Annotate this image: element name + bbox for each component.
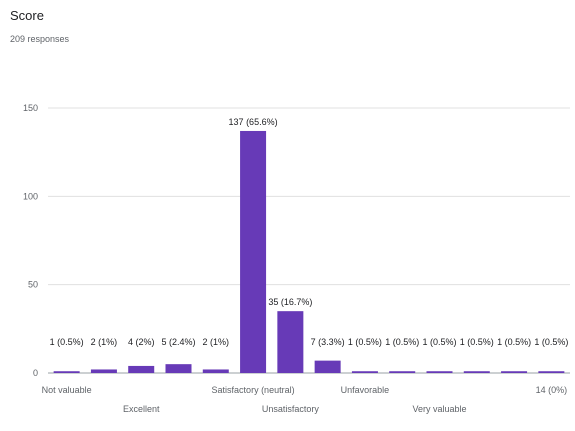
- data-label: 1 (0.5%): [422, 337, 456, 347]
- x-tick-label: Satisfactory (neutral): [212, 385, 295, 395]
- bar: [351, 371, 378, 373]
- data-label: 35 (16.7%): [268, 297, 312, 307]
- bar: [240, 130, 267, 373]
- data-label: 2 (1%): [203, 337, 230, 347]
- x-tick-label: Unsatisfactory: [262, 404, 320, 414]
- bar: [538, 371, 565, 373]
- data-label: 1 (0.5%): [460, 337, 494, 347]
- data-label: 5 (2.4%): [161, 337, 195, 347]
- y-tick-label: 150: [23, 103, 38, 113]
- data-label: 7 (3.3%): [311, 337, 345, 347]
- x-tick-label: Excellent: [123, 404, 160, 414]
- bar: [277, 311, 304, 373]
- data-label: 2 (1%): [91, 337, 118, 347]
- data-label: 1 (0.5%): [385, 337, 419, 347]
- data-label: 137 (65.6%): [229, 117, 278, 127]
- response-count: 209 responses: [10, 34, 70, 44]
- bar: [202, 369, 229, 373]
- bar: [501, 371, 528, 373]
- bar: [128, 365, 155, 373]
- x-tick-label: 14 (0%): [536, 385, 568, 395]
- y-tick-label: 50: [28, 280, 38, 290]
- bar: [426, 371, 453, 373]
- y-tick-label: 100: [23, 191, 38, 201]
- bar: [314, 360, 341, 373]
- chart-title: Score: [10, 8, 44, 23]
- data-label: 1 (0.5%): [534, 337, 568, 347]
- x-tick-label: Not valuable: [42, 385, 92, 395]
- bar: [53, 371, 80, 373]
- bar: [389, 371, 416, 373]
- data-label: 4 (2%): [128, 337, 155, 347]
- x-tick-label: Unfavorable: [341, 385, 390, 395]
- bar: [90, 369, 117, 373]
- data-label: 1 (0.5%): [348, 337, 382, 347]
- bar: [463, 371, 490, 373]
- bar: [165, 364, 192, 373]
- x-tick-label: Very valuable: [412, 404, 466, 414]
- data-label: 1 (0.5%): [497, 337, 531, 347]
- data-label: 1 (0.5%): [50, 337, 84, 347]
- y-tick-label: 0: [33, 368, 38, 378]
